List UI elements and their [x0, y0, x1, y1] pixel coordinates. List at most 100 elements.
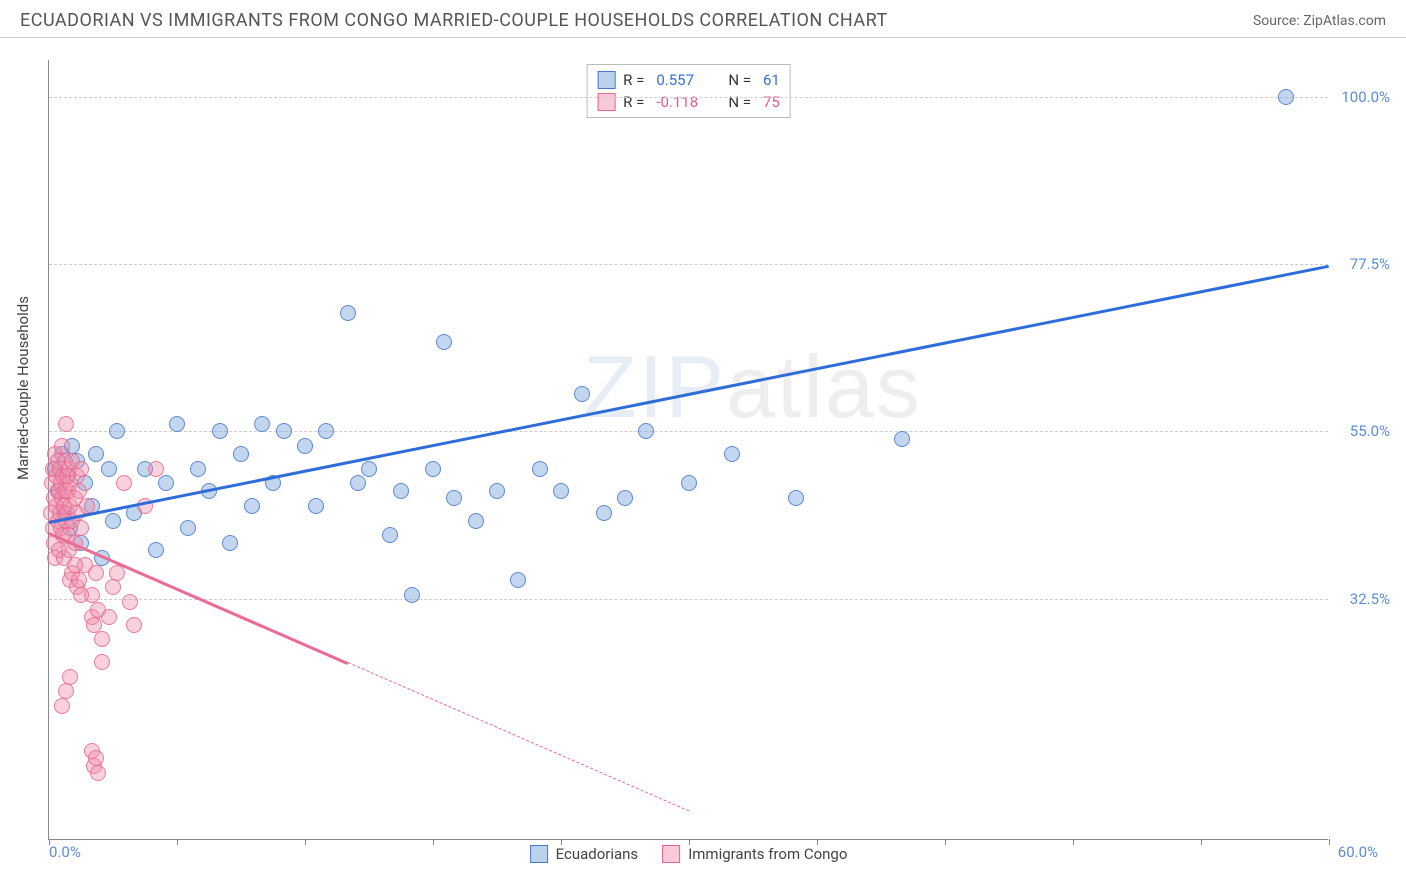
data-point: [404, 587, 420, 603]
x-tick: [305, 839, 306, 845]
data-point: [71, 483, 87, 499]
y-tick-label: 77.5%: [1350, 255, 1390, 273]
x-tick: [945, 839, 946, 845]
data-point: [596, 505, 612, 521]
legend-label-congo: Immigrants from Congo: [688, 845, 847, 863]
x-tick: [817, 839, 818, 845]
data-point: [244, 498, 260, 514]
data-point: [73, 461, 89, 477]
data-point: [105, 513, 121, 529]
data-point: [58, 416, 74, 432]
data-point: [86, 617, 102, 633]
data-point: [574, 386, 590, 402]
data-point: [148, 542, 164, 558]
data-point: [88, 446, 104, 462]
x-tick: [1073, 839, 1074, 845]
n-value-ecuadorians: 61: [763, 71, 780, 89]
n-label: N =: [728, 71, 751, 89]
r-value-congo: -0.118: [656, 93, 706, 111]
x-tick: [177, 839, 178, 845]
source-attribution: Source: ZipAtlas.com: [1253, 13, 1386, 29]
data-point: [67, 557, 83, 573]
data-point: [724, 446, 740, 462]
data-point: [393, 483, 409, 499]
x-tick-label: 0.0%: [49, 843, 81, 861]
swatch-pink: [597, 93, 615, 111]
chart-header: ECUADORIAN VS IMMIGRANTS FROM CONGO MARR…: [0, 0, 1406, 38]
x-tick: [689, 839, 690, 845]
data-point: [340, 305, 356, 321]
data-point: [94, 631, 110, 647]
data-point: [436, 334, 452, 350]
n-label: N =: [728, 93, 751, 111]
watermark-bold: ZIP: [583, 337, 726, 436]
data-point: [190, 461, 206, 477]
x-tick: [1201, 839, 1202, 845]
data-point: [489, 483, 505, 499]
data-point: [425, 461, 441, 477]
legend-label-ecuadorians: Ecuadorians: [556, 845, 639, 863]
data-point: [361, 461, 377, 477]
data-point: [446, 490, 462, 506]
y-tick-label: 100.0%: [1341, 88, 1390, 106]
data-point: [105, 579, 121, 595]
gridline-h: [49, 97, 1328, 98]
data-point: [73, 587, 89, 603]
data-point: [233, 446, 249, 462]
plot-area: ZIPatlas R = 0.557 N = 61 R = -0.118 N =…: [48, 60, 1328, 840]
data-point: [73, 520, 89, 536]
data-point: [788, 490, 804, 506]
data-point: [681, 475, 697, 491]
gridline-h: [49, 431, 1328, 432]
chart-title: ECUADORIAN VS IMMIGRANTS FROM CONGO MARR…: [20, 10, 888, 31]
r-label: R =: [623, 93, 644, 111]
gridline-h: [49, 599, 1328, 600]
data-point: [222, 535, 238, 551]
data-point: [1278, 89, 1294, 105]
n-value-congo: 75: [763, 93, 780, 111]
data-point: [212, 423, 228, 439]
legend-row-ecuadorians: R = 0.557 N = 61: [597, 69, 780, 91]
data-point: [532, 461, 548, 477]
data-point: [90, 765, 106, 781]
data-point: [88, 565, 104, 581]
x-tick-label: 60.0%: [1338, 843, 1378, 861]
trend-line: [347, 662, 689, 811]
series-legend: Ecuadorians Immigrants from Congo: [530, 845, 848, 863]
data-point: [894, 431, 910, 447]
data-point: [382, 527, 398, 543]
data-point: [122, 594, 138, 610]
data-point: [126, 617, 142, 633]
data-point: [54, 438, 70, 454]
legend-row-congo: R = -0.118 N = 75: [597, 91, 780, 113]
data-point: [88, 750, 104, 766]
x-tick: [433, 839, 434, 845]
data-point: [510, 572, 526, 588]
source-name: ZipAtlas.com: [1303, 13, 1386, 29]
data-point: [62, 669, 78, 685]
source-prefix: Source:: [1253, 13, 1303, 29]
data-point: [617, 490, 633, 506]
y-tick-label: 55.0%: [1350, 422, 1390, 440]
swatch-pink: [662, 845, 680, 863]
data-point: [350, 475, 366, 491]
data-point: [308, 498, 324, 514]
data-point: [158, 475, 174, 491]
data-point: [276, 423, 292, 439]
data-point: [71, 572, 87, 588]
data-point: [638, 423, 654, 439]
y-axis-label: Married-couple Households: [14, 296, 32, 480]
data-point: [318, 423, 334, 439]
data-point: [254, 416, 270, 432]
data-point: [94, 654, 110, 670]
data-point: [109, 423, 125, 439]
y-tick-label: 32.5%: [1350, 590, 1390, 608]
data-point: [169, 416, 185, 432]
legend-item-congo: Immigrants from Congo: [662, 845, 847, 863]
gridline-h: [49, 264, 1328, 265]
x-tick: [561, 839, 562, 845]
data-point: [148, 461, 164, 477]
data-point: [468, 513, 484, 529]
r-label: R =: [623, 71, 644, 89]
data-point: [116, 475, 132, 491]
